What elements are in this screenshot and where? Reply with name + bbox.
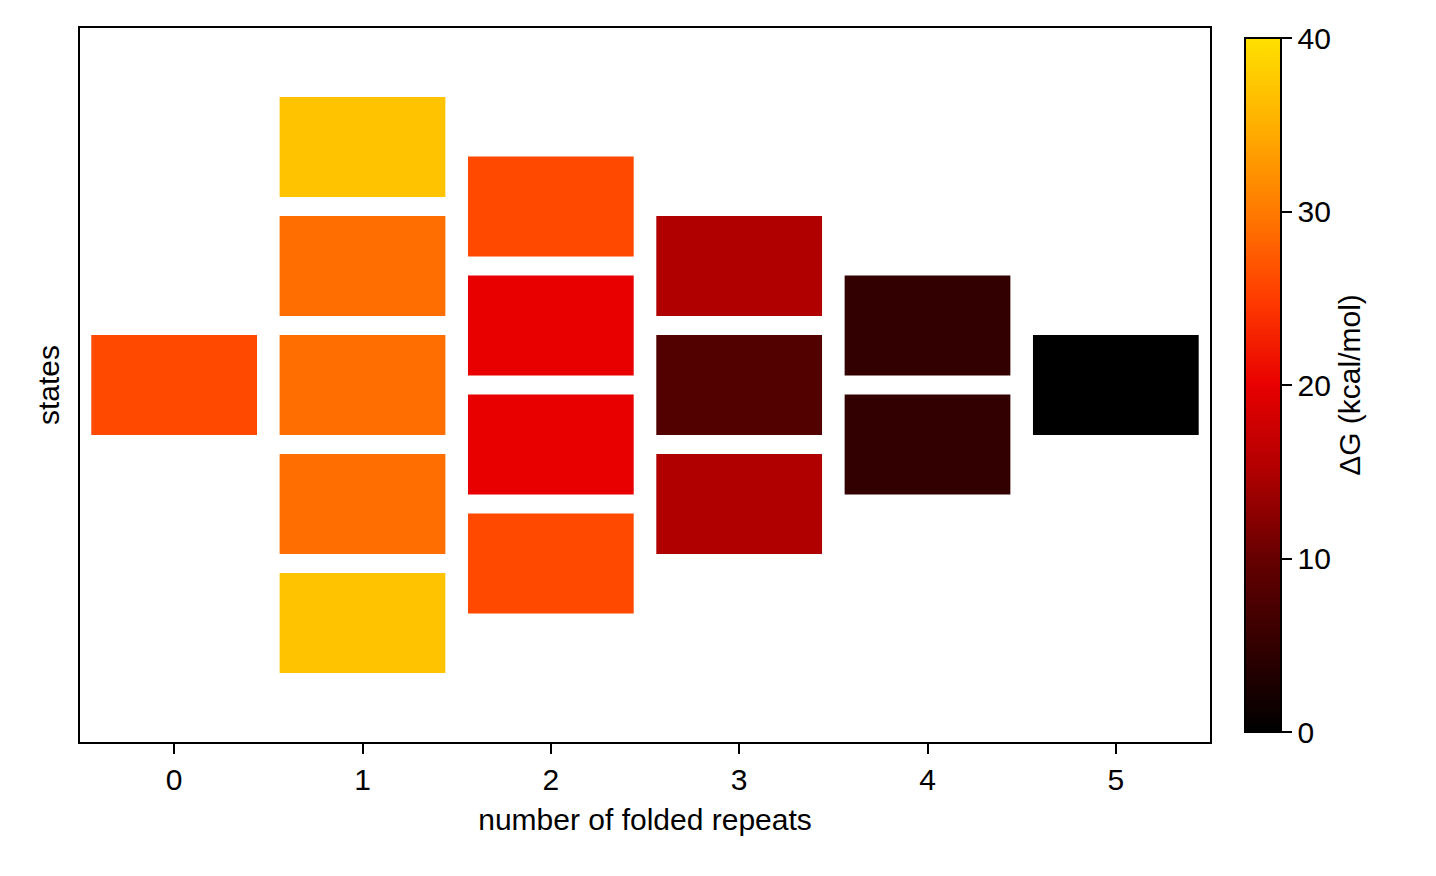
svg-text:number of folded repeats: number of folded repeats [478, 803, 812, 836]
svg-text:states: states [32, 345, 65, 425]
svg-text:4: 4 [919, 763, 936, 796]
svg-text:0: 0 [166, 763, 183, 796]
svg-text:2: 2 [542, 763, 559, 796]
svg-text:ΔG (kcal/mol): ΔG (kcal/mol) [1333, 294, 1366, 476]
svg-text:40: 40 [1298, 22, 1331, 55]
svg-text:0: 0 [1298, 716, 1315, 749]
svg-text:5: 5 [1107, 763, 1124, 796]
svg-text:1: 1 [354, 763, 371, 796]
svg-text:30: 30 [1298, 195, 1331, 228]
svg-text:20: 20 [1298, 369, 1331, 402]
svg-text:10: 10 [1298, 542, 1331, 575]
svg-text:3: 3 [731, 763, 748, 796]
